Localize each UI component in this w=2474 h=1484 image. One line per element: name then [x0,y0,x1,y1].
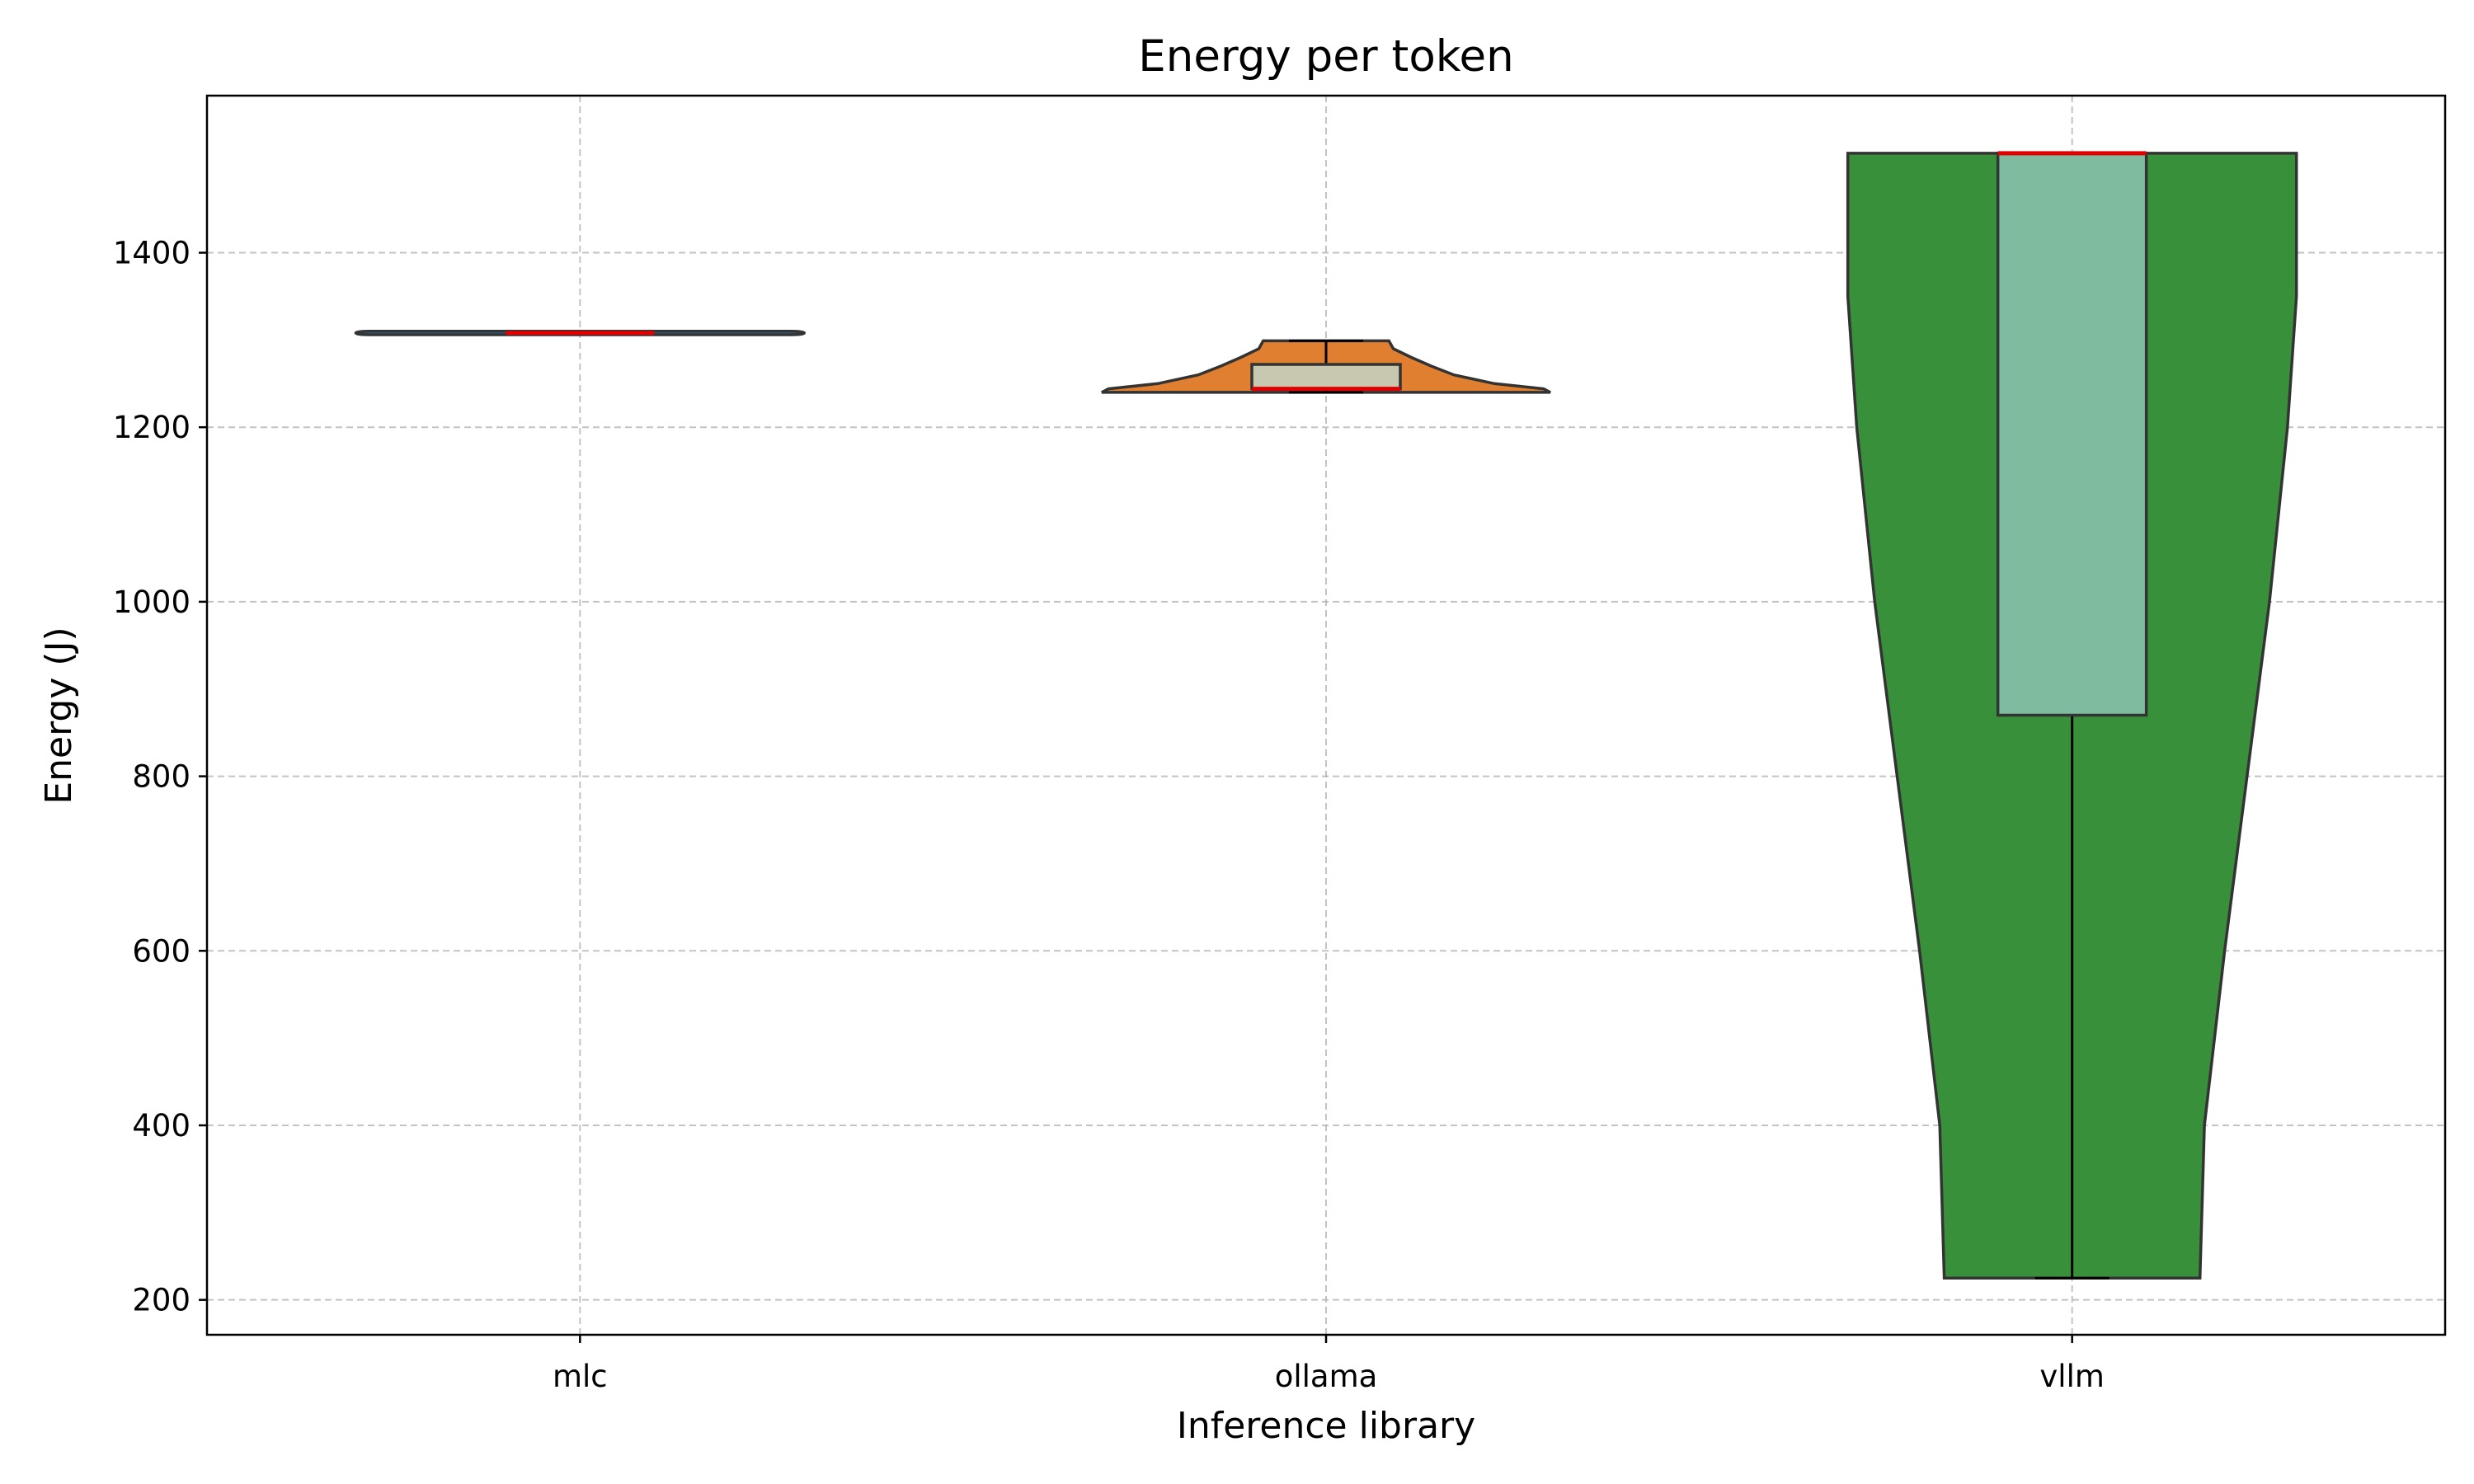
y-tick-label: 800 [132,759,190,795]
iqr-box-vllm [1996,152,2148,717]
x-tick-label: ollama [1275,1359,1378,1394]
y-tick-label: 1200 [113,410,190,445]
x-tick-label: mlc [553,1359,608,1394]
y-tick-label: 400 [132,1108,190,1144]
violin-mlc [354,330,807,336]
violin-ollama [1101,339,1551,394]
y-tick-label: 200 [132,1283,190,1318]
y-tick-label: 1000 [113,585,190,620]
y-axis-label: Energy (J) [38,627,80,804]
violin-vllm [1846,151,2298,1280]
iqr-box-ollama [1250,363,1402,391]
violins [354,151,2298,1280]
ticks: 200 400 600 800 1000 1200 1400 mlc ollama vllm [113,236,2105,1394]
y-tick-label: 1400 [113,236,190,271]
chart-title: Energy per token [1138,31,1514,82]
x-tick-label: vllm [2039,1359,2105,1394]
x-axis-label: Inference library [1177,1405,1475,1447]
y-tick-label: 600 [132,933,190,969]
